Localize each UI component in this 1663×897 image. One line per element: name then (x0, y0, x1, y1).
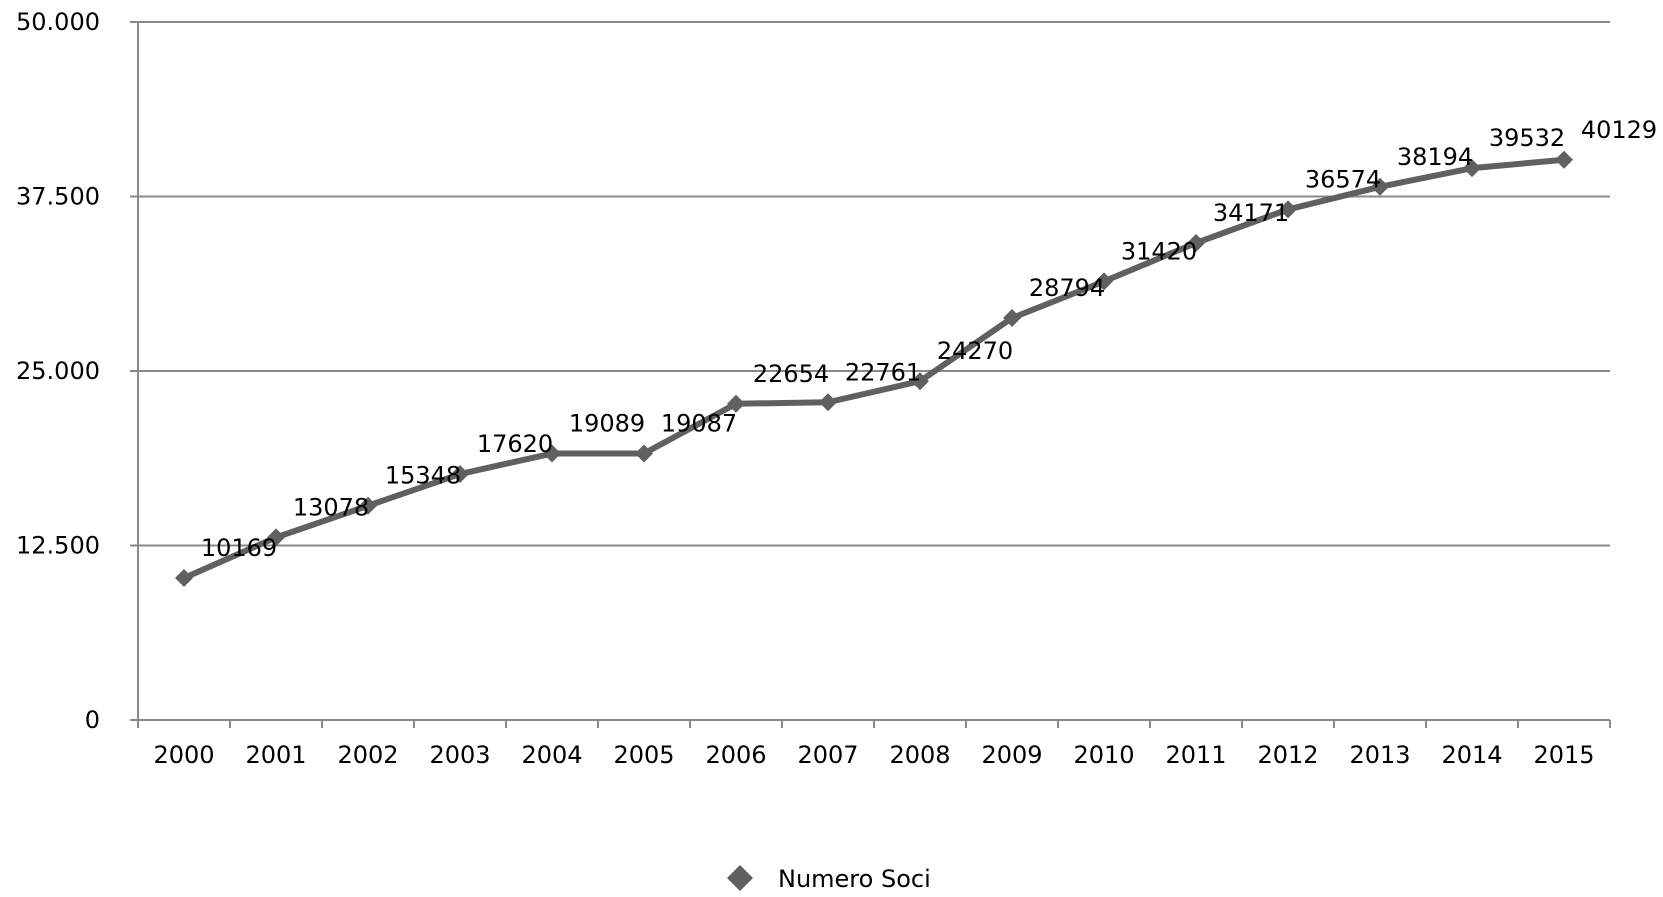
data-point-2010 (1095, 272, 1113, 291)
gridlines (138, 21, 1610, 547)
data-label-2009: 28794 (1029, 274, 1105, 302)
x-tick-label-2008: 2008 (889, 741, 950, 769)
y-tick-label: 50.000 (16, 8, 100, 36)
data-label-2000: 10169 (201, 534, 277, 562)
data-point-2012 (1279, 200, 1297, 219)
x-tick-labels: 2000 2001 2002 2003 2004 2005 2006 2007 2008 2009… (153, 741, 1594, 769)
data-point-2002 (359, 496, 377, 515)
legend: Numero Soci (727, 865, 931, 893)
y-tick-label: 37.500 (16, 183, 100, 211)
data-point-2014 (1463, 159, 1481, 178)
data-label-2014: 39532 (1489, 124, 1565, 152)
y-tick-label: 25.000 (16, 357, 100, 385)
data-point-2006 (727, 394, 745, 413)
data-label-2005: 19087 (661, 410, 737, 438)
x-tick-label-2005: 2005 (613, 741, 674, 769)
data-point-2001 (267, 528, 285, 547)
data-label-2006: 22654 (753, 360, 829, 388)
data-point-2011 (1187, 233, 1205, 252)
y-tick-labels: 0 12.500 25.000 37.500 50.000 (16, 8, 100, 734)
data-label-2004: 19089 (569, 410, 645, 438)
data-point-2008 (911, 372, 929, 391)
data-point-2007 (819, 393, 837, 412)
data-point-2015 (1555, 150, 1573, 169)
data-label-2003: 17620 (477, 430, 553, 458)
data-labels: 10169 13078 15348 17620 19089 19087 22654 22761… (201, 116, 1657, 562)
legend-label: Numero Soci (778, 865, 931, 892)
data-label-2010: 31420 (1121, 237, 1197, 265)
series-numero-soci (175, 150, 1573, 588)
data-label-2013: 38194 (1397, 143, 1473, 171)
x-tick-label-2007: 2007 (797, 741, 858, 769)
x-tick-label-2006: 2006 (705, 741, 766, 769)
x-tick-label-2009: 2009 (981, 741, 1042, 769)
y-tick-label: 0 (85, 706, 100, 734)
series-line (182, 156, 1565, 581)
x-tick-label-2012: 2012 (1257, 741, 1318, 769)
data-label-2015: 40129 (1581, 116, 1657, 144)
data-point-2004 (543, 444, 561, 463)
data-label-2001: 13078 (293, 493, 369, 521)
data-point-2013 (1371, 177, 1389, 196)
axes (130, 21, 1611, 728)
legend-marker-diamond-icon (727, 865, 753, 891)
x-tick-label-2002: 2002 (337, 741, 398, 769)
data-label-2011: 34171 (1213, 199, 1289, 227)
x-tick-label-2013: 2013 (1349, 741, 1410, 769)
data-point-2000 (175, 569, 193, 588)
y-tick-label: 12.500 (16, 532, 100, 560)
data-point-2005 (635, 444, 653, 463)
data-label-2002: 15348 (385, 462, 461, 490)
data-label-2008: 24270 (937, 337, 1013, 365)
data-point-2009 (1003, 309, 1021, 328)
data-label-2007: 22761 (845, 358, 921, 386)
x-tick-label-2003: 2003 (429, 741, 490, 769)
data-label-2012: 36574 (1305, 165, 1381, 193)
x-tick-label-2011: 2011 (1165, 741, 1226, 769)
data-point-2003 (451, 465, 469, 484)
x-tick-label-2001: 2001 (245, 741, 306, 769)
x-tick-label-2010: 2010 (1073, 741, 1134, 769)
x-tick-label-2014: 2014 (1441, 741, 1502, 769)
x-tick-label-2004: 2004 (521, 741, 582, 769)
x-tick-label-2000: 2000 (153, 741, 214, 769)
x-tick-label-2015: 2015 (1533, 741, 1594, 769)
